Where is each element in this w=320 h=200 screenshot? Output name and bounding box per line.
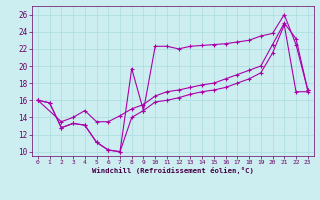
X-axis label: Windchill (Refroidissement éolien,°C): Windchill (Refroidissement éolien,°C) <box>92 167 254 174</box>
